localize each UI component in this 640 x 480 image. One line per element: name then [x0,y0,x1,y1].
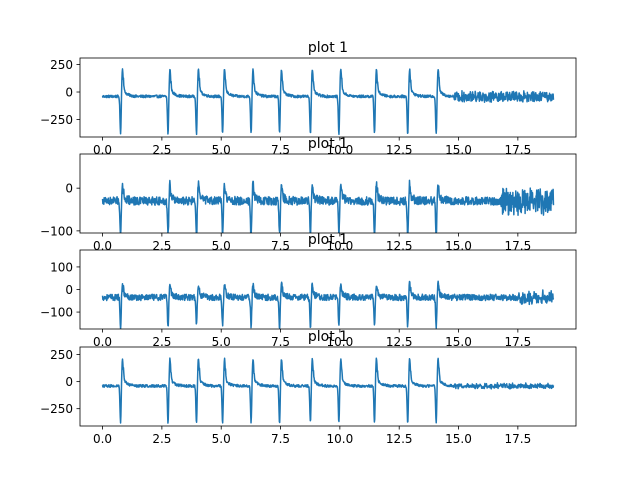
x-tick-label: 12.5 [386,335,413,349]
y-tick-label: 0 [65,375,73,389]
y-tick-label: 100 [50,260,73,274]
y-tick-label: 0 [65,283,73,297]
subplot-title: plot 1 [308,136,348,152]
x-tick-label: 10.0 [327,239,354,253]
subplot-stack: 0.0 2.5 5.0 7.5 10.0 12.5 15.0 17.5 250 0 −250 plot… [40,40,577,446]
x-tick-label: 12.5 [386,143,413,157]
y-tick-label: 0 [65,86,73,100]
axes-frame [79,153,577,234]
subplot-title: plot 1 [308,40,348,56]
x-tick-label: 5.0 [212,335,231,349]
x-tick-label: 10.0 [327,143,354,157]
subplot-2: 0.0 2.5 5.0 7.5 10.0 12.5 15.0 17.5 0 −100 plot 1 [40,136,577,253]
x-tick-label: 17.5 [504,239,531,253]
subplot-3: 0.0 2.5 5.0 7.5 10.0 12.5 15.0 17.5 100 0 −100 plot… [40,232,577,349]
x-tick-label: 2.5 [152,432,171,446]
x-tick-label: 12.5 [386,239,413,253]
subplot-title: plot 1 [308,232,348,248]
x-tick-label: 10.0 [327,432,354,446]
x-tick-label: 17.5 [504,432,531,446]
x-tick-label: 2.5 [152,335,171,349]
x-tick-label: 15.0 [445,143,472,157]
y-tick-label: −250 [40,113,73,127]
x-tick-label: 15.0 [445,432,472,446]
axes-frame [79,57,577,138]
subplot-1: 0.0 2.5 5.0 7.5 10.0 12.5 15.0 17.5 250 0 −250 plot… [40,40,577,157]
y-tick-label: −100 [40,306,73,320]
x-tick-label: 15.0 [445,335,472,349]
x-tick-label: 0.0 [93,335,112,349]
x-tick-label: 5.0 [212,432,231,446]
y-tick-label: −250 [40,402,73,416]
x-tick-label: 7.5 [271,335,290,349]
x-tick-label: 15.0 [445,239,472,253]
subplot-title: plot 1 [308,329,348,345]
x-tick-label: 2.5 [152,239,171,253]
x-tick-label: 5.0 [212,143,231,157]
x-tick-label: 5.0 [212,239,231,253]
series-line [101,179,555,233]
y-tick-label: 250 [50,348,73,362]
series-line [101,357,555,424]
y-tick-label: 0 [65,182,73,196]
series-line [101,68,555,136]
x-tick-label: 17.5 [504,143,531,157]
x-tick-label: 7.5 [271,143,290,157]
x-tick-label: 7.5 [271,239,290,253]
y-tick-label: −100 [40,224,73,238]
y-tick-label: 250 [50,58,73,72]
x-tick-label: 0.0 [93,143,112,157]
series-line [101,280,555,329]
x-tick-label: 10.0 [327,335,354,349]
x-tick-label: 0.0 [93,239,112,253]
x-tick-label: 2.5 [152,143,171,157]
axes-frame [79,346,577,427]
x-tick-label: 17.5 [504,335,531,349]
x-tick-label: 7.5 [271,432,290,446]
x-tick-label: 12.5 [386,432,413,446]
subplot-4: 0.0 2.5 5.0 7.5 10.0 12.5 15.0 17.5 250 0 −250 plot… [40,329,577,446]
x-tick-label: 0.0 [93,432,112,446]
